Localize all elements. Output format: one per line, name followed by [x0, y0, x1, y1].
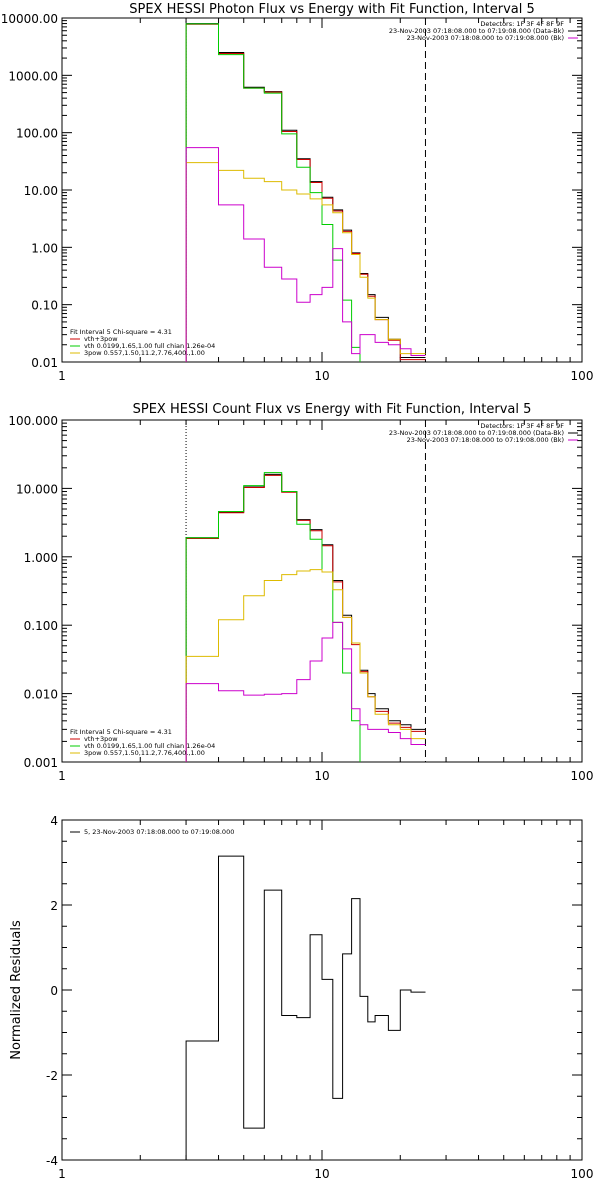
y-tick-label: 2: [50, 899, 58, 913]
fit-legend-text: 3pow 0.557,1.50,11.2,7.76,400.,1.00: [84, 749, 205, 757]
fit-legend-text: 3pow 0.557,1.50,11.2,7.76,400.,1.00: [84, 349, 205, 357]
fit-legend-title: Fit Interval 5 Chi-square = 4.31: [70, 728, 172, 736]
x-tick-label: 1: [58, 769, 66, 783]
series-line-0: [185, 855, 426, 1160]
y-tick-label: 100.000: [8, 414, 58, 428]
y-tick-label: 100.00: [16, 127, 58, 141]
x-tick-label: 10: [314, 369, 329, 383]
chart-photon: SPEX HESSI Photon Flux vs Energy with Fi…: [1, 2, 594, 383]
y-tick-label: 0.10: [31, 299, 58, 313]
x-tick-label: 10: [314, 769, 329, 783]
legend-top-text: 23-Nov-2003 07:18:08.000 to 07:19:08.000…: [389, 429, 564, 437]
x-tick-label: 100: [571, 369, 594, 383]
legend-text: 5, 23-Nov-2003 07:18:08.000 to 07:19:08.…: [84, 828, 234, 836]
series-group: [185, 472, 426, 762]
chart-title: SPEX HESSI Photon Flux vs Energy with Fi…: [129, 2, 535, 17]
series-line-4: [185, 621, 426, 762]
y-tick-label: 0: [50, 984, 58, 998]
series-group: [185, 23, 426, 362]
x-tick-label: 1: [58, 1167, 66, 1181]
legend-top-text: 23-Nov-2003 07:18:08.000 to 07:19:08.000…: [407, 34, 564, 42]
legend-top-text: 23-Nov-2003 07:18:08.000 to 07:19:08.000…: [407, 436, 564, 444]
x-tick-label: 1: [58, 369, 66, 383]
chart-title: SPEX HESSI Count Flux vs Energy with Fit…: [133, 402, 532, 417]
y-axis-label: Normalized Residuals: [9, 920, 24, 1060]
chart-count: SPEX HESSI Count Flux vs Energy with Fit…: [8, 402, 593, 783]
y-tick-label: 10000.00: [1, 12, 58, 26]
y-tick-label: 1.000: [24, 551, 58, 565]
y-tick-label: 4: [50, 814, 58, 828]
y-tick-label: 1000.00: [8, 69, 58, 83]
y-tick-label: 1.00: [31, 241, 58, 255]
y-tick-label: 0.100: [24, 619, 58, 633]
fit-legend-text: vth+3pow: [84, 335, 118, 343]
series-line-4: [185, 147, 426, 362]
y-tick-label: 0.01: [31, 356, 58, 370]
series-line-3: [185, 569, 426, 762]
fit-legend-text: vth 0.0199,1.65,1.00 full chian 1.26e-04: [84, 742, 215, 750]
y-tick-label: 10.00: [24, 184, 58, 198]
legend-top-text: 23-Nov-2003 07:18:08.000 to 07:19:08.000…: [389, 27, 564, 35]
fit-legend-title: Fit Interval 5 Chi-square = 4.31: [70, 328, 172, 336]
y-tick-label: 0.010: [24, 688, 58, 702]
x-tick-label: 10: [314, 1167, 329, 1181]
y-tick-label: -4: [46, 1154, 58, 1168]
series-line-2: [185, 23, 361, 362]
series-line-3: [185, 162, 426, 362]
fit-legend-text: vth 0.0199,1.65,1.00 full chian 1.26e-04: [84, 342, 215, 350]
y-tick-label: 10.000: [16, 482, 58, 496]
chart-residuals: 1 10 100 -4 -2 0 2 4 Normalized Residuals 5, 23-N…: [9, 814, 593, 1181]
x-tick-label: 100: [571, 1167, 594, 1181]
legend-top-text: Detectors: 1F 3F 4F 8F 9F: [480, 20, 564, 28]
fit-legend-text: vth+3pow: [84, 735, 118, 743]
y-tick-label: -2: [46, 1069, 58, 1083]
x-tick-label: 100: [571, 769, 594, 783]
legend-top-text: Detectors: 1F 3F 4F 8F 9F: [480, 422, 564, 430]
series-group: [185, 855, 426, 1160]
y-tick-label: 0.001: [24, 756, 58, 770]
